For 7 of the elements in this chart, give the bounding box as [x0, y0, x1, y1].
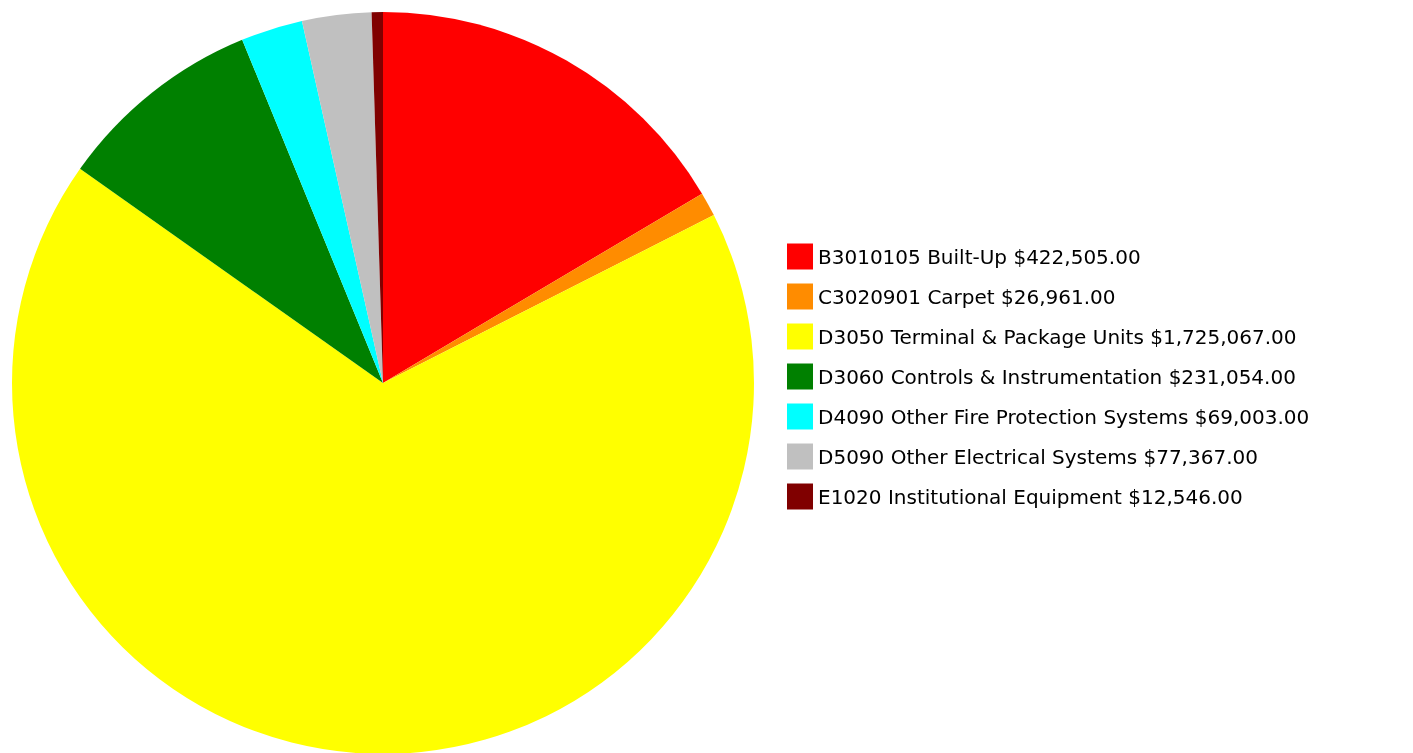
legend-label: B3010105 Built-Up $422,505.00: [818, 244, 1141, 269]
legend-label: C3020901 Carpet $26,961.00: [818, 284, 1116, 309]
legend-label: E1020 Institutional Equipment $12,546.00: [818, 484, 1243, 509]
legend-label: D5090 Other Electrical Systems $77,367.00: [818, 444, 1258, 469]
legend-label: D3060 Controls & Instrumentation $231,054.00: [818, 364, 1296, 389]
legend-label: D4090 Other Fire Protection Systems $69,003.00: [818, 404, 1310, 429]
legend-label: D3050 Terminal & Package Units $1,725,067.00: [818, 324, 1297, 349]
